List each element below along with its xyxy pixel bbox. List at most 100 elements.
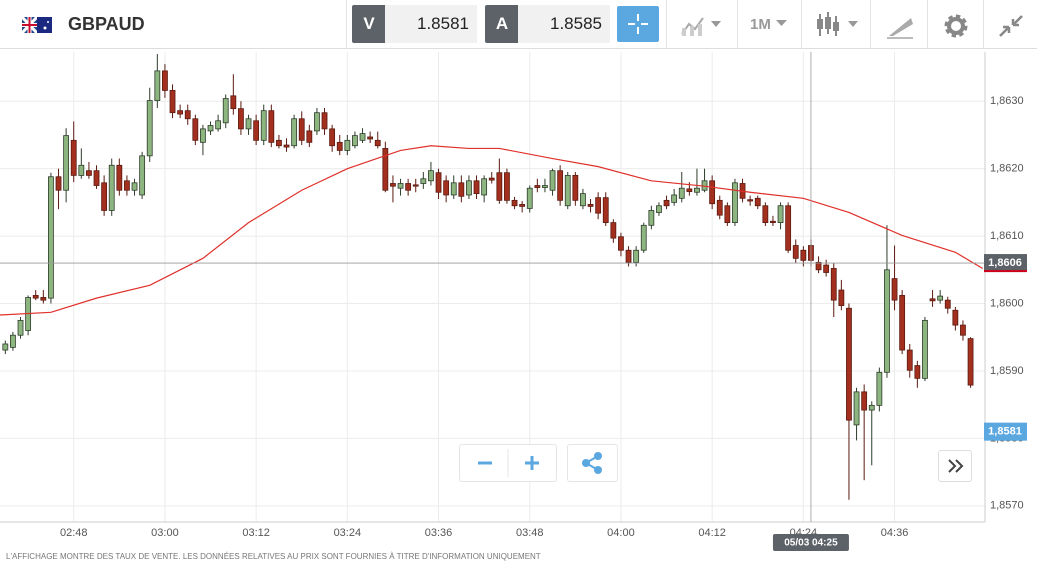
candle-body <box>542 185 548 188</box>
flag <box>22 17 52 33</box>
sell-tag[interactable]: V <box>352 5 386 43</box>
candle-body <box>260 110 267 141</box>
share-button[interactable] <box>567 444 618 482</box>
candle-body <box>587 203 594 207</box>
candle-body <box>207 125 214 132</box>
candle-body <box>146 100 153 157</box>
candle-body <box>329 128 336 147</box>
candle-body <box>754 197 761 207</box>
draw-button[interactable] <box>870 0 928 48</box>
candle-body <box>473 180 480 195</box>
candle-body <box>359 133 366 141</box>
buy-price[interactable]: 1.8585 <box>518 5 610 43</box>
candle-body <box>929 298 936 302</box>
candle-body <box>906 349 913 371</box>
candle-body <box>48 176 54 299</box>
candle-body <box>10 334 16 348</box>
x-tick-label: 04:12 <box>698 527 726 539</box>
candle-body <box>2 343 9 351</box>
settings-button[interactable] <box>927 0 984 48</box>
candle-body <box>770 220 776 224</box>
candle-body <box>124 180 130 191</box>
candle-body <box>595 197 602 214</box>
scroll-end-button[interactable] <box>938 450 972 482</box>
candle-body <box>671 194 678 203</box>
candle-body <box>63 135 70 191</box>
candle-body <box>648 210 655 226</box>
crosshair-price-underline <box>984 270 1027 273</box>
candle-body <box>800 249 807 261</box>
candle-body <box>86 170 92 176</box>
y-tick-label: 1,8570 <box>990 500 1024 512</box>
candle-body <box>656 205 662 213</box>
sell-price[interactable]: 1.8581 <box>385 5 477 43</box>
candle-body <box>177 110 184 115</box>
candle-body <box>336 141 343 151</box>
period: 1M <box>750 16 771 33</box>
candle-body <box>184 110 191 120</box>
candle-body <box>868 404 875 411</box>
candle-body <box>549 170 556 191</box>
candle-body <box>678 187 685 199</box>
x-tick-label: 04:36 <box>881 527 909 539</box>
x-tick-label: 02:48 <box>60 527 88 539</box>
candle-body <box>200 128 206 143</box>
candle-body <box>732 182 738 224</box>
candle-body <box>861 391 868 411</box>
candle-body <box>846 307 852 421</box>
candle-body <box>618 236 624 251</box>
candle-body <box>420 178 427 184</box>
candle-body <box>823 264 830 273</box>
candle-body <box>139 155 146 196</box>
candle-body <box>32 295 39 299</box>
collapse-button[interactable] <box>983 0 1037 48</box>
x-tick-label: 03:24 <box>334 527 362 539</box>
candle-body <box>412 184 419 187</box>
candle-body <box>367 136 374 140</box>
candle-body <box>215 120 222 130</box>
candle-body <box>564 175 571 207</box>
candle-body <box>716 199 723 216</box>
candle-body <box>967 338 974 386</box>
candle-body <box>762 205 769 224</box>
candle-body <box>610 222 617 239</box>
plot-area <box>0 52 985 522</box>
buy-tag[interactable]: A <box>485 5 519 43</box>
crosshair-time-badge <box>772 534 849 551</box>
crosshair-button[interactable] <box>617 6 659 42</box>
y-tick-label: 1,8620 <box>990 163 1024 175</box>
candle-body <box>93 170 100 186</box>
candle-body <box>162 70 168 91</box>
period-button[interactable]: 1M <box>737 0 802 48</box>
candle-body <box>55 176 62 191</box>
candle-body <box>884 269 890 373</box>
candle-body <box>526 187 533 209</box>
candle-body <box>777 205 784 224</box>
x-tick-label: 03:12 <box>242 527 270 539</box>
candle-body <box>640 224 647 251</box>
candle-body <box>481 178 488 196</box>
candle-body <box>944 299 951 309</box>
candle-body <box>314 112 320 132</box>
y-tick-label: 1,8600 <box>990 297 1024 309</box>
candle-body <box>268 110 275 143</box>
candle-body <box>496 172 503 201</box>
candle-body <box>504 172 510 201</box>
candle-body <box>253 120 260 141</box>
candle-body <box>40 297 47 301</box>
candle-body <box>428 170 434 182</box>
candle-body <box>785 205 792 251</box>
candle-body <box>724 205 731 224</box>
candle-body <box>70 139 77 176</box>
zoom-controls <box>459 444 557 482</box>
candle-body <box>131 182 138 191</box>
candle-body <box>952 309 959 326</box>
chart-type-button[interactable] <box>666 0 737 48</box>
toolbar: GBPAUD V 1.8581 A 1.8585 1M <box>0 0 1037 49</box>
candle-type-button[interactable] <box>801 0 871 48</box>
crosshair-time: 05/03 04:25 <box>784 538 838 549</box>
candle-body <box>747 199 754 202</box>
candle-body <box>291 118 298 147</box>
candle-body <box>321 112 328 130</box>
